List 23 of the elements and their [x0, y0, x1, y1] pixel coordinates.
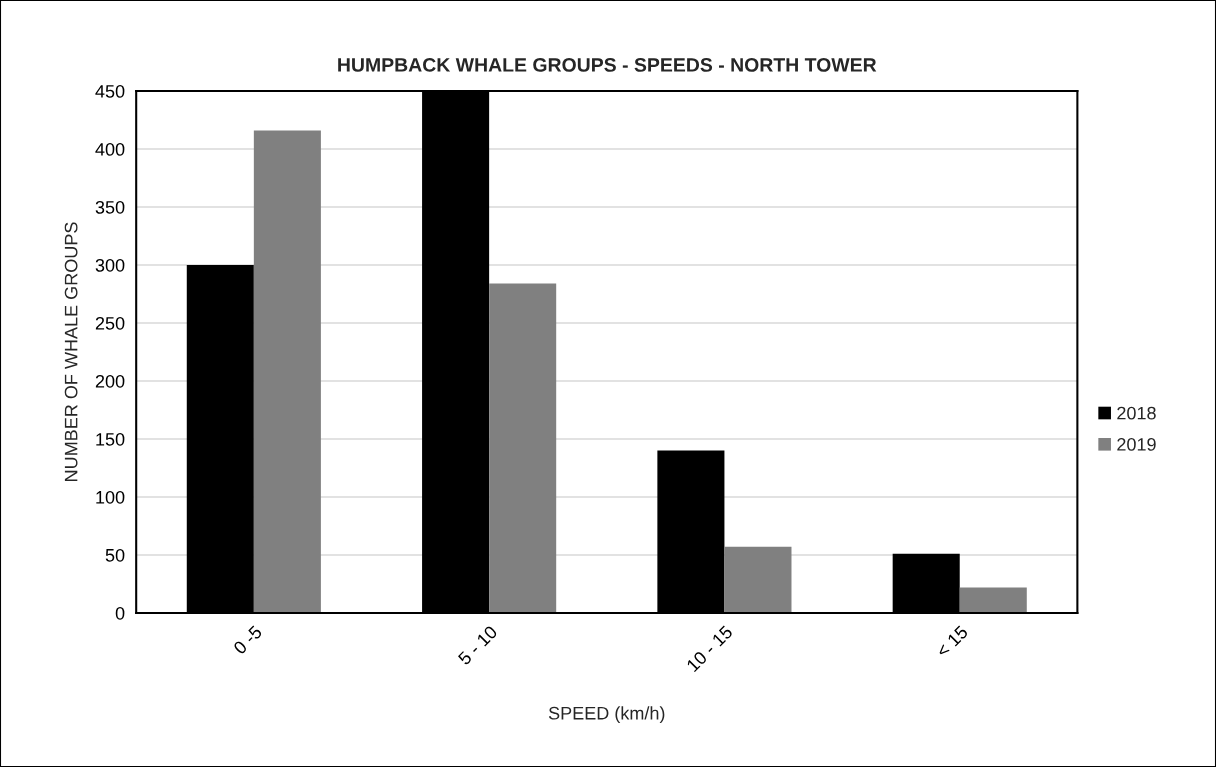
y-axis-title: NUMBER OF WHALE GROUPS: [64, 222, 78, 481]
y-tick-label: 100: [96, 490, 125, 504]
x-tick-label: 5 - 10: [457, 624, 499, 666]
bar: [489, 283, 557, 613]
legend-label: 2019: [1117, 438, 1156, 451]
x-tick-label: 0 -5: [232, 624, 263, 655]
y-tick-label: 400: [95, 142, 125, 156]
x-tick-label: 10 - 15: [686, 624, 734, 673]
y-tick-label: 200: [95, 374, 125, 388]
y-tick-label: 150: [96, 432, 125, 446]
chart-title: HUMPBACK WHALE GROUPS - SPEEDS - NORTH TOWER: [338, 58, 877, 72]
bar: [724, 546, 792, 613]
x-tick-label: < 15: [935, 625, 969, 659]
legend-label: 2018: [1117, 406, 1156, 420]
y-tick-label: 0: [115, 606, 125, 620]
y-tick-label: 350: [95, 200, 125, 214]
y-tick-label: 250: [95, 316, 125, 330]
bar: [959, 587, 1027, 613]
bar: [253, 130, 321, 613]
y-tick-label: 50: [105, 548, 125, 562]
y-tick-label: 450: [95, 84, 125, 98]
y-tick-label: 300: [95, 258, 125, 272]
x-axis-title: SPEED (km/h): [548, 706, 665, 724]
